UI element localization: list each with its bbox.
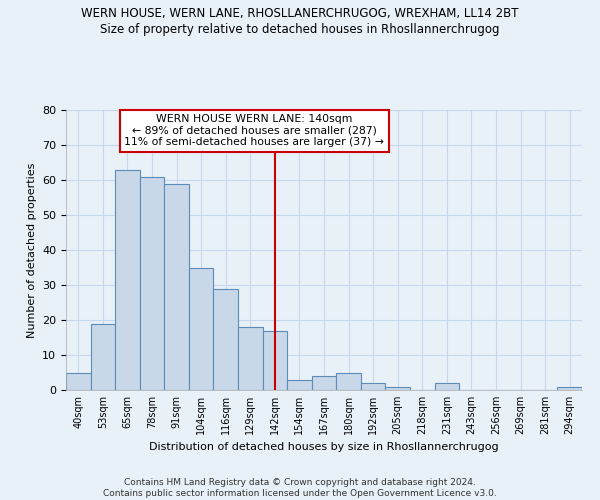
Bar — [238, 327, 263, 390]
Bar — [91, 324, 115, 390]
Bar — [214, 288, 238, 390]
Text: Contains HM Land Registry data © Crown copyright and database right 2024.
Contai: Contains HM Land Registry data © Crown c… — [103, 478, 497, 498]
Text: Size of property relative to detached houses in Rhosllannerchrugog: Size of property relative to detached ho… — [100, 22, 500, 36]
Bar — [434, 383, 459, 390]
Bar — [164, 184, 189, 390]
Text: WERN HOUSE WERN LANE: 140sqm
← 89% of detached houses are smaller (287)
11% of s: WERN HOUSE WERN LANE: 140sqm ← 89% of de… — [124, 114, 384, 148]
Bar — [557, 386, 582, 390]
Bar — [385, 386, 410, 390]
Bar — [140, 176, 164, 390]
Bar — [115, 170, 140, 390]
Text: Distribution of detached houses by size in Rhosllannerchrugog: Distribution of detached houses by size … — [149, 442, 499, 452]
Y-axis label: Number of detached properties: Number of detached properties — [26, 162, 37, 338]
Bar — [312, 376, 336, 390]
Bar — [336, 372, 361, 390]
Bar — [287, 380, 312, 390]
Bar — [189, 268, 214, 390]
Bar — [361, 383, 385, 390]
Bar — [66, 372, 91, 390]
Text: WERN HOUSE, WERN LANE, RHOSLLANERCHRUGOG, WREXHAM, LL14 2BT: WERN HOUSE, WERN LANE, RHOSLLANERCHRUGOG… — [81, 8, 519, 20]
Bar — [263, 330, 287, 390]
